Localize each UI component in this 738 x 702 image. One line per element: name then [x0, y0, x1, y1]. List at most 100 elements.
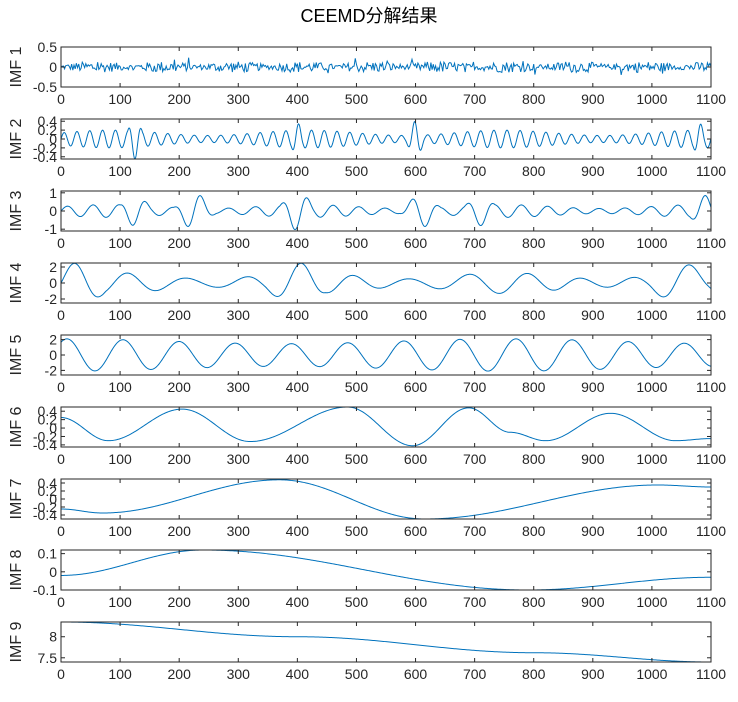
imf-8-xtick-label: 1100	[696, 594, 726, 610]
imf-9-xtick-label: 200	[168, 666, 192, 682]
imf-7-ytick-label: 0.4	[38, 475, 58, 491]
imf-7-xtick-label: 500	[345, 523, 369, 539]
imf-9-xtick-label: 800	[522, 666, 546, 682]
imf-3-xtick-label: 900	[581, 235, 605, 251]
imf-2-ytick-label: 0	[49, 131, 57, 147]
imf-5-xtick-label: 500	[345, 379, 369, 395]
imf-4-xtick-label: 200	[168, 307, 192, 323]
imf-2-ylabel: IMF 2	[8, 118, 25, 159]
imf-8-ylabel: IMF 8	[8, 549, 25, 590]
imf-5-axes-box	[60, 334, 712, 376]
imf-5-xtick-label: 600	[404, 379, 428, 395]
imf-1-ytick-label: -0.5	[33, 79, 57, 95]
imf-7-ytick-label: 0.2	[38, 483, 58, 499]
imf-4-ytick-label: 0	[49, 275, 57, 291]
imf-6-xtick-label: 300	[227, 451, 251, 467]
imf-4-ylabel: IMF 4	[8, 262, 25, 303]
imf-5-ytick-label: 0	[49, 347, 57, 363]
imf-6-xtick-label: 1100	[696, 451, 726, 467]
imf-8-xtick-label: 300	[227, 594, 251, 610]
imf-7-ylabel: IMF 7	[8, 478, 25, 519]
imf-7-xtick-label: 1100	[696, 523, 726, 539]
imf-5-xtick-label: 0	[57, 379, 65, 395]
imf-3-xtick-label: 100	[108, 235, 132, 251]
imf-9-xtick-label: 400	[286, 666, 310, 682]
imf-4-xtick-label: 400	[286, 307, 310, 323]
imf-6-axes-box	[60, 406, 712, 448]
imf-6-xtick-label: 700	[463, 451, 487, 467]
imf-8-xtick-label: 0	[57, 594, 65, 610]
imf-2-xtick-label: 300	[227, 163, 251, 179]
imf-1-xtick-label: 1100	[696, 91, 726, 107]
imf-2-xtick-label: 400	[286, 163, 310, 179]
imf-6-xtick-label: 1000	[636, 451, 667, 467]
imf-7-xtick-label: 1000	[636, 523, 667, 539]
imf-2-xtick-label: 600	[404, 163, 428, 179]
imf-8-xtick-label: 800	[522, 594, 546, 610]
imf-2-xtick-label: 200	[168, 163, 192, 179]
imf-5-xtick-label: 400	[286, 379, 310, 395]
imf-3-xtick-label: 1100	[696, 235, 726, 251]
imf-8-series-line	[61, 550, 711, 590]
imf-5-ytick-label: -2	[45, 362, 58, 378]
imf-panel-9: 0 100 200 300 400 500 600 700 800 900 1000 1100 8 7.5…	[8, 621, 726, 682]
imf-4-xtick-label: 1100	[696, 307, 726, 323]
imf-2-series-line	[61, 121, 711, 159]
imf-4-axes-box	[60, 262, 712, 304]
imf-6-ytick-label: 0.4	[38, 403, 58, 419]
imf-1-xtick-label: 900	[581, 91, 605, 107]
imf-7-xtick-label: 0	[57, 523, 65, 539]
imf-9-ytick-label: 7.5	[38, 650, 58, 666]
imf-6-xtick-label: 100	[108, 451, 132, 467]
imf-3-ylabel: IMF 3	[8, 190, 25, 231]
imf-3-ytick-label: -1	[45, 221, 58, 237]
imf-2-xtick-label: 100	[108, 163, 132, 179]
imf-7-xtick-label: 100	[108, 523, 132, 539]
imf-8-ytick-label: -0.1	[33, 582, 57, 598]
imf-panel-4: 0 100 200 300 400 500 600 700 800 900 1000 110020-2…	[8, 259, 726, 323]
imf-9-xtick-label: 900	[581, 666, 605, 682]
imf-5-series-line	[61, 338, 711, 372]
imf-1-xtick-label: 300	[227, 91, 251, 107]
imf-4-xtick-label: 600	[404, 307, 428, 323]
imf-7-xtick-label: 400	[286, 523, 310, 539]
imf-1-xtick-label: 400	[286, 91, 310, 107]
imf-9-xtick-label: 500	[345, 666, 369, 682]
imf-4-ytick-label: 2	[49, 259, 57, 275]
imf-8-axes-box	[60, 549, 712, 591]
imf-9-ytick-label: 8	[49, 629, 57, 645]
imf-7-xtick-label: 300	[227, 523, 251, 539]
imf-7-xtick-label: 700	[463, 523, 487, 539]
imf-9-xtick-label: 600	[404, 666, 428, 682]
imf-2-xtick-label: 800	[522, 163, 546, 179]
imf-4-xtick-label: 0	[57, 307, 65, 323]
imf-6-ylabel: IMF 6	[8, 406, 25, 447]
imf-6-series-line	[61, 407, 711, 447]
imf-panel-1: 0 100 200 300 400 500 600 700 800 900 1000 1100 0.5 0…	[8, 39, 726, 107]
imf-panel-6: 0 100 200 300 400 500 600 700 800 900 1000 11000.40…	[8, 403, 726, 467]
imf-8-xtick-label: 200	[168, 594, 192, 610]
imf-4-xtick-label: 900	[581, 307, 605, 323]
imf-5-xtick-label: 100	[108, 379, 132, 395]
imf-5-ytick-label: 2	[49, 332, 57, 348]
imf-1-xtick-label: 500	[345, 91, 369, 107]
imf-1-ytick-label: 0	[49, 59, 57, 75]
imf-1-xtick-label: 700	[463, 91, 487, 107]
imf-7-ytick-label: 0	[49, 491, 57, 507]
imf-panel-3: 0 100 200 300 400 500 600 700 800 900 1000 110010-1…	[8, 185, 726, 251]
imf-2-xtick-label: 900	[581, 163, 605, 179]
imf-8-xtick-label: 500	[345, 594, 369, 610]
imf-5-xtick-label: 1100	[696, 379, 726, 395]
imf-7-series-line	[61, 479, 711, 519]
imf-8-xtick-label: 100	[108, 594, 132, 610]
imf-2-xtick-label: 0	[57, 163, 65, 179]
imf-5-xtick-label: 900	[581, 379, 605, 395]
imf-9-xtick-label: 0	[57, 666, 65, 682]
imf-9-xtick-label: 700	[463, 666, 487, 682]
imf-panel-7: 0 100 200 300 400 500 600 700 800 900 1000 11000.40…	[8, 475, 726, 539]
figure-title: CEEMD分解结果	[300, 6, 437, 26]
imf-1-xtick-label: 0	[57, 91, 65, 107]
imf-8-xtick-label: 700	[463, 594, 487, 610]
imf-panel-5: 0 100 200 300 400 500 600 700 800 900 1000 110020-2…	[8, 332, 726, 395]
